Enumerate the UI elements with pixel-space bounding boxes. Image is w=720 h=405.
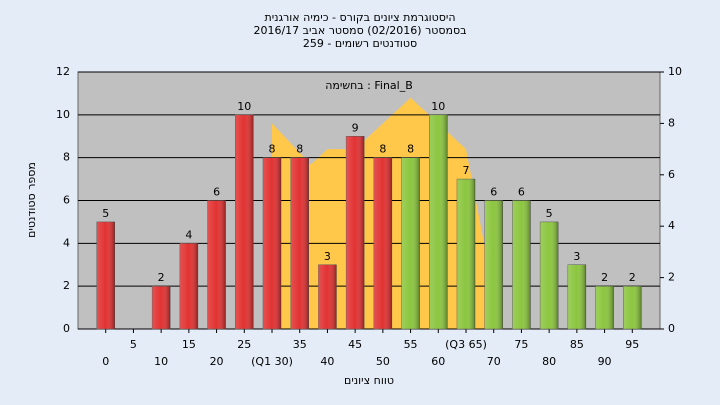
- x-axis-label: טווח ציונים: [344, 374, 394, 387]
- x-tick-label: 20: [210, 355, 224, 368]
- x-tick-label: 55: [404, 338, 418, 351]
- data-label: 6: [213, 186, 220, 199]
- data-label: 3: [573, 250, 580, 263]
- x-tick-label: 75: [514, 338, 528, 351]
- y-tick-label: 12: [56, 65, 70, 78]
- y-tick-label: 4: [63, 236, 70, 249]
- data-label: 2: [601, 271, 608, 284]
- data-label: 7: [463, 164, 470, 177]
- bar-shade: [373, 157, 392, 329]
- data-label: 10: [237, 100, 251, 113]
- x-tick-label: 0: [102, 355, 109, 368]
- bar-shade: [429, 114, 448, 329]
- y2-tick-label: 6: [668, 168, 675, 181]
- x-tick-label: 95: [625, 338, 639, 351]
- data-label: 4: [185, 228, 192, 241]
- bar-shade: [346, 136, 365, 329]
- data-label: 6: [518, 186, 525, 199]
- bar-shade: [401, 157, 420, 329]
- x-tick-label: 50: [376, 355, 390, 368]
- data-label: 8: [379, 143, 386, 156]
- bar-shade: [207, 200, 226, 329]
- y2-tick-label: 8: [668, 116, 675, 129]
- x-tick-label: 45: [348, 338, 362, 351]
- data-label: 5: [546, 207, 553, 220]
- x-tick-label: 5: [130, 338, 137, 351]
- bar-shade: [263, 157, 281, 329]
- bar-shade: [540, 221, 559, 329]
- y2-tick-label: 2: [668, 271, 675, 284]
- y-tick-label: 10: [56, 108, 70, 121]
- bar-shade: [512, 200, 531, 329]
- data-label: 2: [158, 271, 165, 284]
- y-tick-label: 2: [63, 279, 70, 292]
- bar-shade: [567, 264, 586, 329]
- x-tick-label: 80: [542, 355, 556, 368]
- data-label: 2: [629, 271, 636, 284]
- y-tick-label: 6: [63, 194, 70, 207]
- data-label: 10: [431, 100, 445, 113]
- x-tick-label: 70: [487, 355, 501, 368]
- bar-shade: [457, 179, 475, 329]
- x-tick-label: 35: [293, 338, 307, 351]
- x-tick-label: 15: [182, 338, 196, 351]
- chart-subtitle: בסמסטר (02/2016) סמסטר אביב 2016/17: [253, 24, 466, 37]
- chart-subtitle: סטודנטים רשומים - 259: [303, 37, 417, 50]
- bar-shade: [179, 243, 198, 329]
- data-label: 5: [102, 207, 109, 220]
- x-tick-label: 10: [154, 355, 168, 368]
- y2-tick-label: 10: [668, 65, 682, 78]
- data-label: 9: [352, 121, 359, 134]
- x-tick-label: 25: [237, 338, 251, 351]
- y-axis-label: מספר סטודנטים: [25, 162, 38, 238]
- bar-shade: [152, 286, 171, 329]
- data-label: 8: [407, 143, 414, 156]
- data-label: 3: [324, 250, 331, 263]
- bar-shade: [235, 114, 254, 329]
- x-tick-label: 85: [570, 338, 584, 351]
- bar-shade: [290, 157, 309, 329]
- bar-shade: [623, 286, 642, 329]
- x-tick-label: (Q1 30): [251, 355, 293, 368]
- x-tick-label: 60: [431, 355, 445, 368]
- x-tick-label: 90: [598, 355, 612, 368]
- x-tick-label: 40: [320, 355, 334, 368]
- y2-tick-label: 0: [668, 322, 675, 335]
- data-label: 6: [490, 186, 497, 199]
- annotation: בחשימה : Final_B: [325, 79, 413, 92]
- bar-shade: [96, 221, 115, 329]
- bar-shade: [318, 264, 337, 329]
- y-tick-label: 8: [63, 151, 70, 164]
- chart-title: היסטוגרמת ציונים בקורס - כימיה אורגנית: [264, 11, 455, 24]
- data-label: 8: [269, 143, 276, 156]
- bar-shade: [595, 286, 614, 329]
- y-tick-label: 0: [63, 322, 70, 335]
- y2-tick-label: 4: [668, 219, 675, 232]
- data-label: 8: [296, 143, 303, 156]
- bar-shade: [484, 200, 503, 329]
- x-tick-label: (Q3 65): [445, 338, 487, 351]
